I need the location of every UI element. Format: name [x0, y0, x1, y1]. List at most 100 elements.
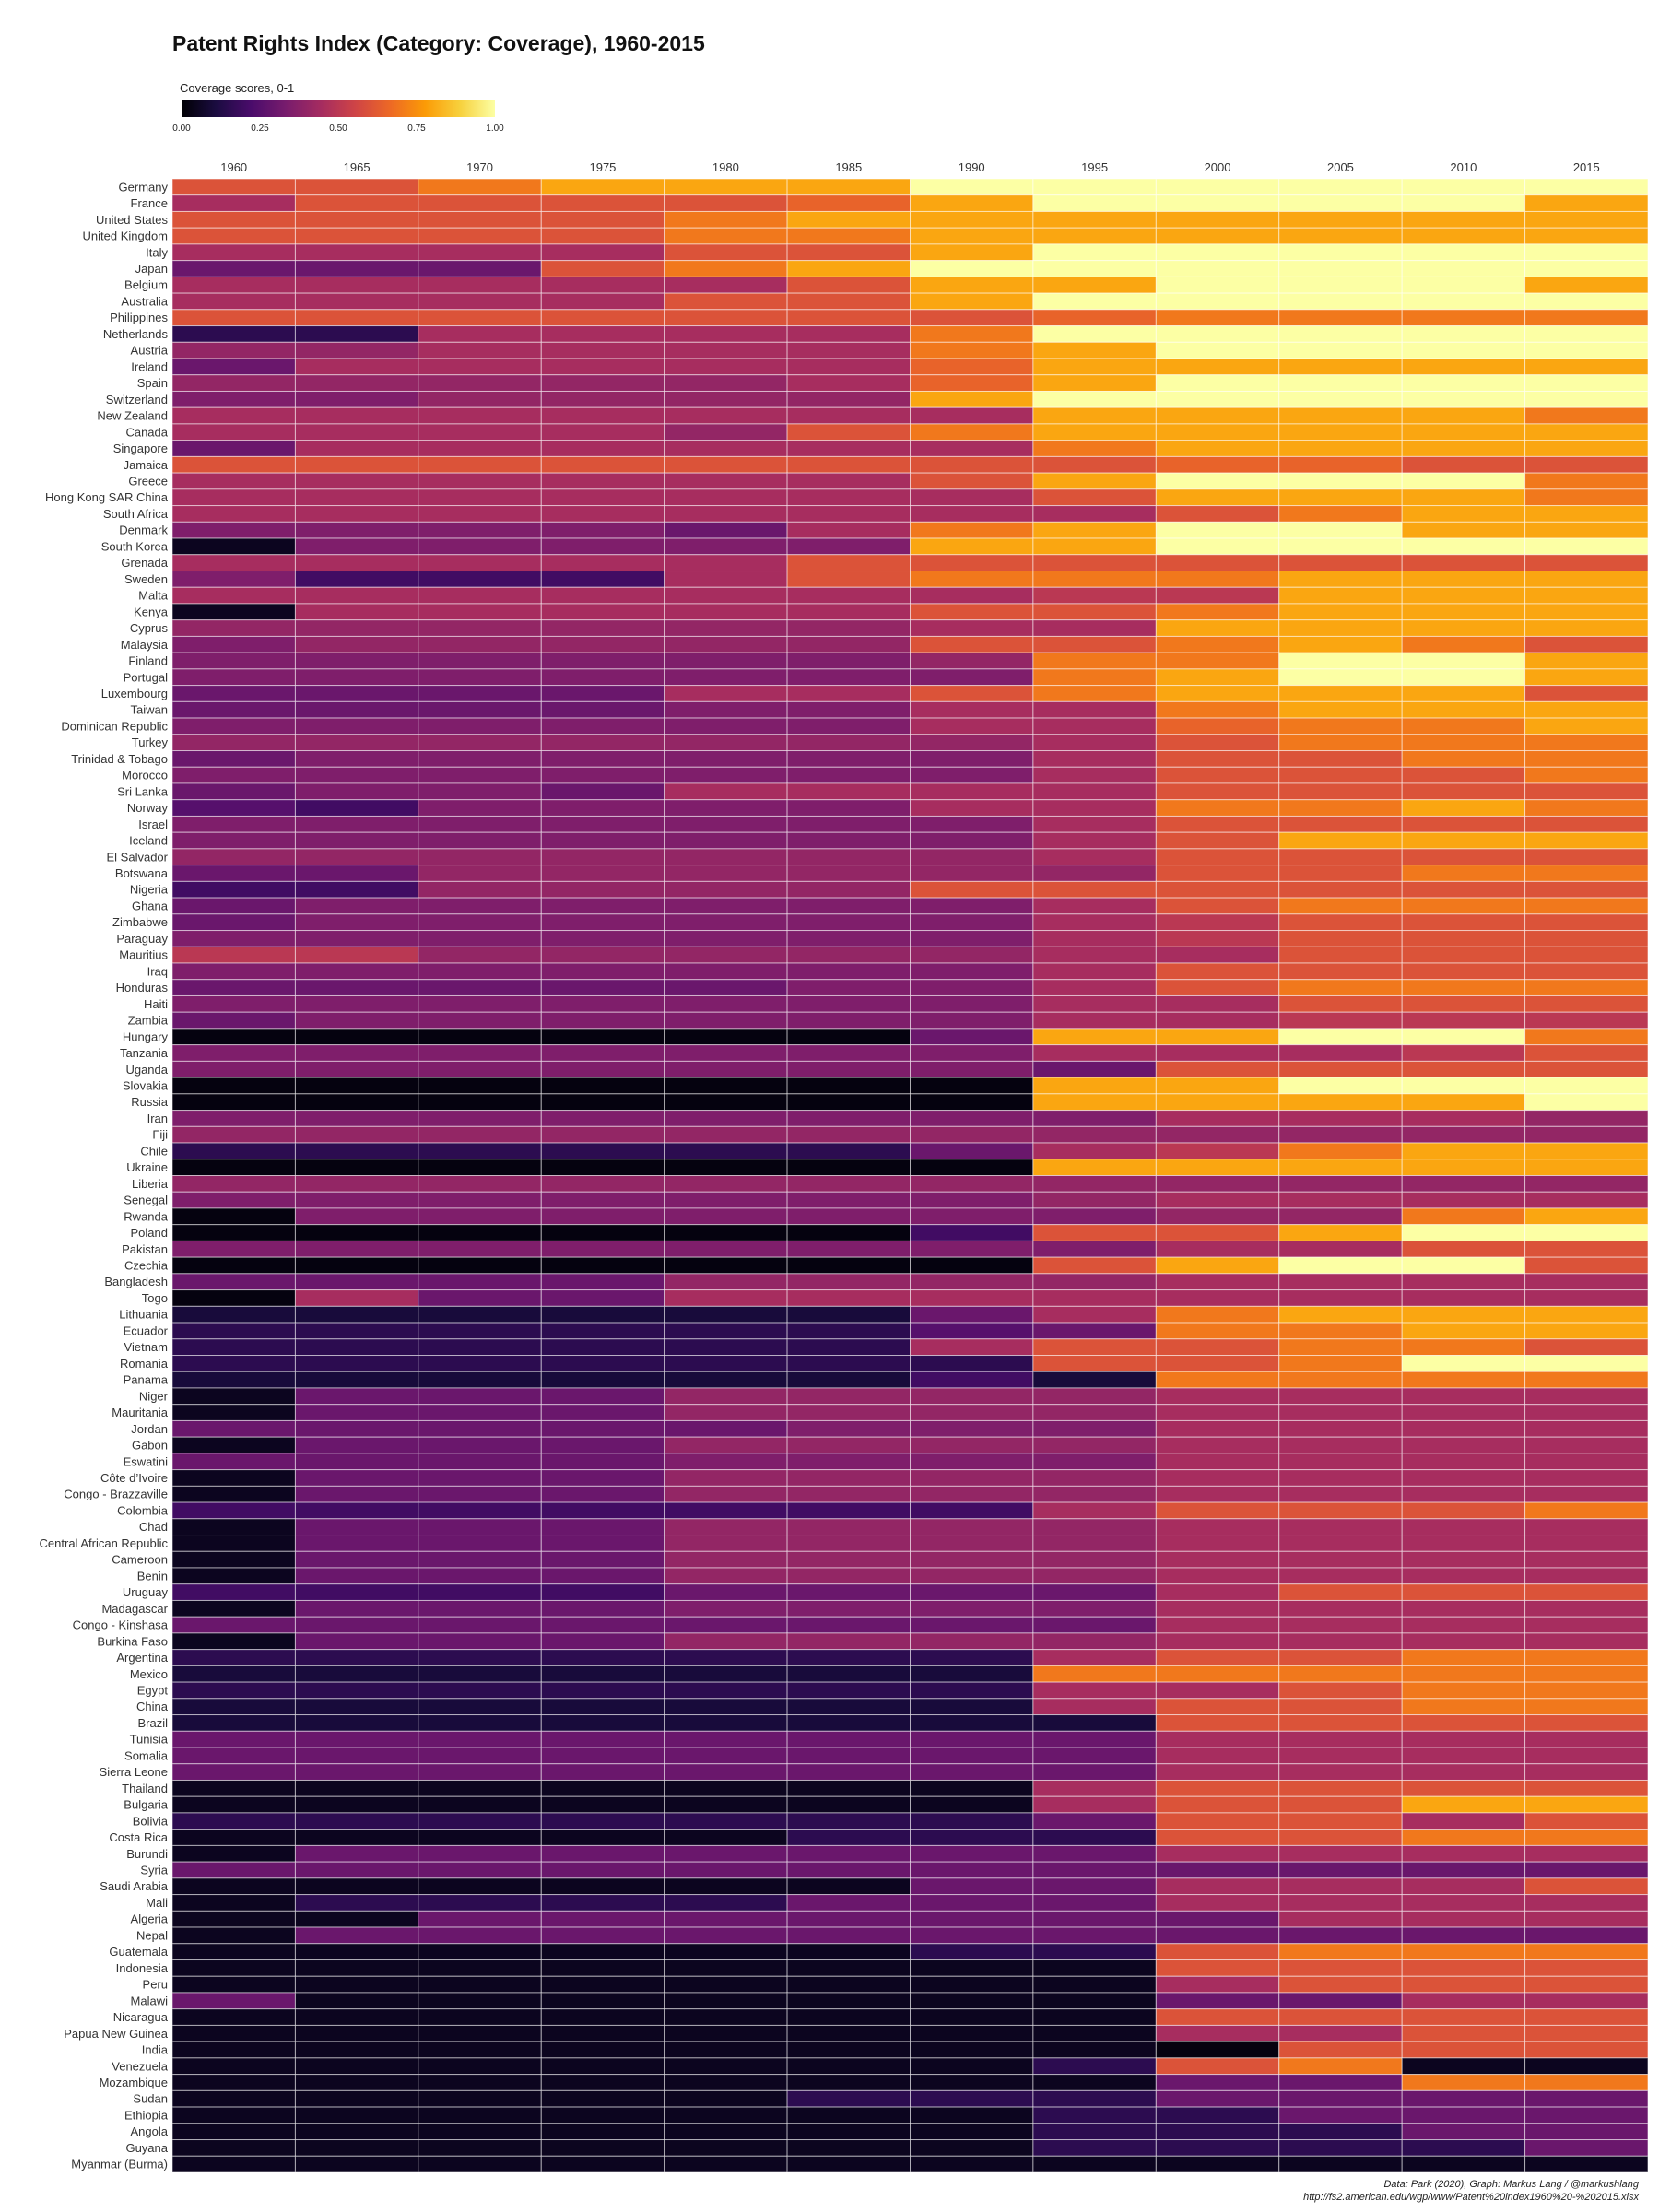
heatmap-cell — [664, 1240, 788, 1258]
y-tick-label: Indonesia — [116, 1961, 169, 1975]
y-tick-label: Turkey — [132, 735, 169, 749]
heatmap-cell — [1278, 1583, 1403, 1601]
heatmap-cell — [171, 1191, 296, 1209]
heatmap-cell — [1401, 865, 1526, 882]
heatmap-cell — [1401, 390, 1526, 408]
heatmap-cell — [171, 1795, 296, 1814]
heatmap-cell — [418, 554, 542, 572]
heatmap-cell — [171, 1730, 296, 1748]
heatmap-cell — [418, 2139, 542, 2157]
heatmap-cell — [171, 1453, 296, 1471]
heatmap-cell — [418, 1207, 542, 1226]
heatmap-cell — [1278, 571, 1403, 588]
heatmap-cell — [910, 1877, 1034, 1896]
heatmap-cell — [540, 880, 665, 899]
heatmap-cell — [910, 979, 1034, 996]
y-tick-label: Madagascar — [101, 1602, 168, 1616]
heatmap-cell — [664, 194, 788, 212]
heatmap-cell — [1401, 1665, 1526, 1683]
heatmap-cell — [664, 1371, 788, 1389]
y-tick-label: Somalia — [124, 1748, 169, 1762]
heatmap-cell — [294, 766, 419, 784]
y-tick-label: El Salvador — [107, 850, 169, 864]
heatmap-cell — [910, 227, 1034, 245]
heatmap-cell — [1155, 521, 1280, 539]
heatmap-cell — [418, 1191, 542, 1209]
heatmap-cell — [664, 1779, 788, 1797]
heatmap-cell — [1524, 243, 1649, 262]
heatmap-cell — [540, 1535, 665, 1552]
heatmap-cell — [540, 276, 665, 294]
heatmap-cell — [1401, 423, 1526, 441]
heatmap-cell — [1524, 913, 1649, 932]
y-tick-label: Mauritius — [119, 948, 168, 962]
heatmap-cell — [294, 652, 419, 670]
heatmap-cell — [1278, 1812, 1403, 1830]
heatmap-cell — [910, 799, 1034, 817]
heatmap-cell — [171, 440, 296, 457]
heatmap-cell — [418, 619, 542, 637]
heatmap-cell — [786, 276, 912, 294]
heatmap-cell — [294, 1943, 419, 1961]
heatmap-cell — [664, 2057, 788, 2076]
heatmap-cell — [171, 913, 296, 932]
heatmap-cell — [1032, 243, 1157, 262]
heatmap-cell — [664, 994, 788, 1013]
heatmap-cell — [1524, 1355, 1649, 1372]
heatmap-cell — [664, 1060, 788, 1078]
heatmap-cell — [664, 505, 788, 523]
heatmap-cell — [294, 1436, 419, 1454]
heatmap-cell — [418, 488, 542, 507]
heatmap-cell — [294, 1044, 419, 1062]
heatmap-cell — [1401, 1975, 1526, 1994]
heatmap-cell — [1524, 390, 1649, 408]
heatmap-cell — [1524, 1550, 1649, 1569]
heatmap-cell — [418, 668, 542, 687]
heatmap-cell — [171, 1159, 296, 1177]
heatmap-cell — [664, 1910, 788, 1928]
heatmap-cell — [1278, 1485, 1403, 1503]
heatmap-cell — [1401, 1322, 1526, 1340]
heatmap-cell — [786, 1093, 912, 1112]
heatmap-cell — [664, 1730, 788, 1748]
y-tick-label: Gabon — [132, 1439, 168, 1453]
x-tick-label: 2005 — [1327, 160, 1354, 174]
legend-colorbar — [182, 100, 495, 117]
heatmap-cell — [294, 1453, 419, 1471]
heatmap-cell — [171, 2155, 296, 2173]
heatmap-cell — [1032, 831, 1157, 850]
heatmap-cell — [1155, 1240, 1280, 1258]
heatmap-cell — [786, 1698, 912, 1716]
heatmap-cell — [1524, 946, 1649, 964]
heatmap-cell — [1155, 962, 1280, 981]
heatmap-cell — [1401, 1028, 1526, 1046]
heatmap-cell — [910, 1175, 1034, 1193]
heatmap-cell — [540, 1436, 665, 1454]
heatmap-cell — [1278, 1224, 1403, 1241]
heatmap-cell — [418, 1240, 542, 1258]
heatmap-cell — [1032, 1305, 1157, 1324]
heatmap-cell — [1278, 1894, 1403, 1912]
heatmap-cell — [294, 227, 419, 245]
heatmap-cell — [1155, 341, 1280, 359]
heatmap-cell — [294, 390, 419, 408]
heatmap-cell — [1032, 2106, 1157, 2124]
heatmap-cell — [664, 668, 788, 687]
heatmap-cell — [910, 1093, 1034, 1112]
heatmap-cell — [1032, 717, 1157, 735]
heatmap-cell — [1032, 635, 1157, 653]
heatmap-cell — [1155, 1093, 1280, 1112]
y-tick-label: Portugal — [124, 670, 169, 684]
heatmap-cell — [418, 962, 542, 981]
heatmap-cell — [1401, 1795, 1526, 1814]
heatmap-cell — [1032, 1060, 1157, 1078]
heatmap-cell — [910, 1077, 1034, 1095]
y-tick-label: South Korea — [101, 539, 169, 553]
heatmap-cell — [1524, 1844, 1649, 1863]
heatmap-cell — [1401, 2155, 1526, 2173]
heatmap-cell — [1278, 1191, 1403, 1209]
heatmap-cell — [418, 292, 542, 311]
heatmap-cell — [418, 472, 542, 490]
heatmap-cell — [1032, 1175, 1157, 1193]
heatmap-cell — [540, 1599, 665, 1618]
